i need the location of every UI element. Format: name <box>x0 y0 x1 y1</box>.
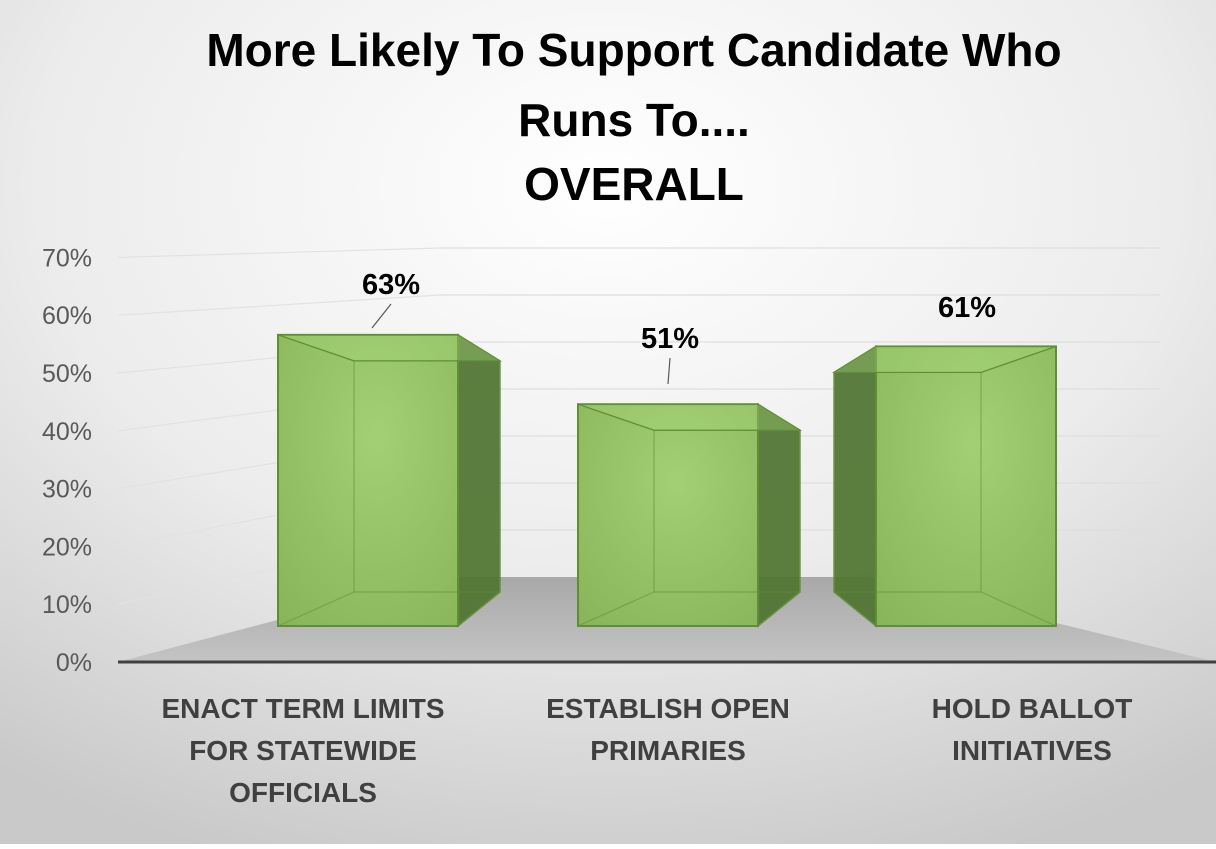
bar-top-face <box>577 403 803 431</box>
category-label: ESTABLISH OPEN <box>546 693 790 724</box>
y-tick-label: 20% <box>42 533 92 561</box>
chart-title-line: Runs To.... <box>518 94 750 146</box>
gridline <box>117 294 441 316</box>
category-label: OFFICIALS <box>229 777 377 808</box>
y-tick-label: 30% <box>42 476 92 504</box>
bar <box>831 345 1057 628</box>
bar-top-face <box>277 334 503 362</box>
bar <box>577 402 803 628</box>
bar-front-face <box>875 345 1057 627</box>
bar-front-face <box>277 333 459 627</box>
y-tick-label: 70% <box>42 244 92 272</box>
y-tick-label: 60% <box>42 302 92 330</box>
data-label-leader-line <box>667 357 671 385</box>
category-label: PRIMARIES <box>590 735 746 766</box>
data-label: 61% <box>938 292 996 324</box>
data-label: 51% <box>641 323 699 355</box>
bar-side-face <box>457 333 501 628</box>
bar-top-face <box>831 345 1057 374</box>
chart-title-line: OVERALL <box>524 158 744 210</box>
bar-front-face <box>577 403 759 627</box>
chart-title-line: More Likely To Support Candidate Who <box>206 24 1061 76</box>
data-label: 63% <box>362 269 420 301</box>
y-tick-label: 40% <box>42 418 92 446</box>
bar-side-face <box>833 345 877 628</box>
bar-inner-edge <box>980 591 1057 627</box>
category-label: HOLD BALLOT <box>932 693 1133 724</box>
category-label: INITIATIVES <box>952 735 1112 766</box>
y-tick-label: 50% <box>42 360 92 388</box>
category-label: ENACT TERM LIMITS <box>161 693 444 724</box>
bar-inner-edge <box>277 591 355 627</box>
y-tick-label: 0% <box>56 649 92 677</box>
bar <box>277 333 503 628</box>
bar-side-face <box>757 402 801 628</box>
y-tick-label: 10% <box>42 591 92 619</box>
data-label-leader-line <box>371 303 392 329</box>
category-label: FOR STATEWIDE <box>189 735 417 766</box>
gridline <box>117 247 441 258</box>
bar-inner-edge <box>577 591 655 627</box>
